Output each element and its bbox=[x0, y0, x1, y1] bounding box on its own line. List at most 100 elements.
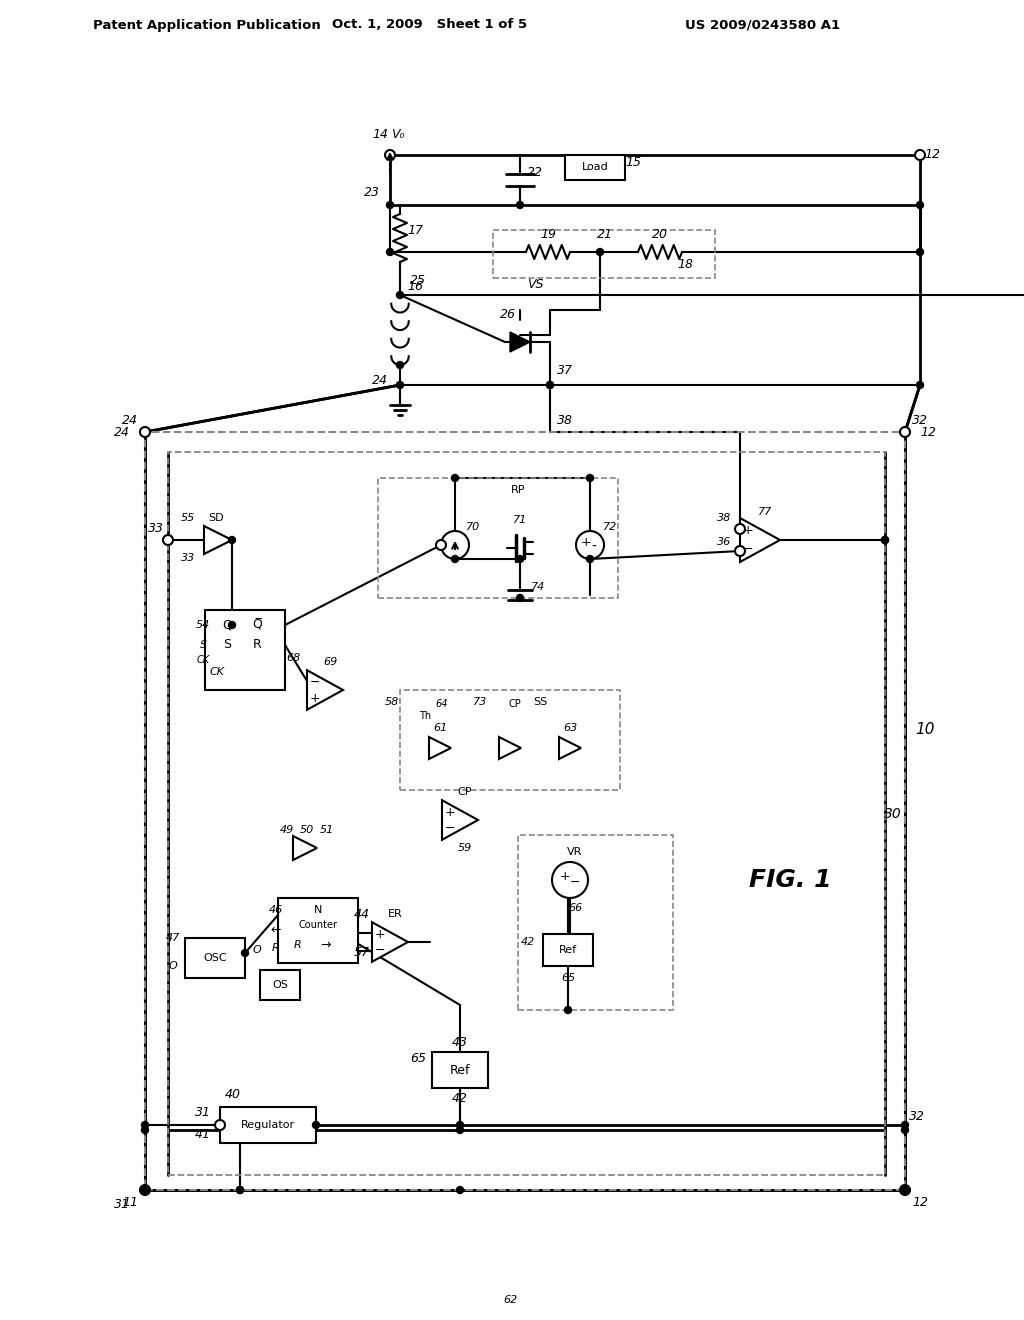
Text: 38: 38 bbox=[557, 413, 573, 426]
Circle shape bbox=[436, 540, 446, 550]
Circle shape bbox=[587, 474, 594, 482]
Polygon shape bbox=[559, 737, 581, 759]
Circle shape bbox=[457, 1126, 464, 1134]
Text: 71: 71 bbox=[513, 515, 527, 525]
Text: -: - bbox=[592, 540, 596, 554]
Circle shape bbox=[396, 381, 403, 388]
Circle shape bbox=[396, 362, 403, 368]
Text: 73: 73 bbox=[473, 697, 487, 708]
Text: OS: OS bbox=[272, 979, 288, 990]
Text: 58: 58 bbox=[385, 697, 399, 708]
Text: O: O bbox=[253, 945, 261, 954]
Text: 57: 57 bbox=[354, 945, 370, 958]
Text: Counter: Counter bbox=[299, 920, 338, 931]
Text: −: − bbox=[742, 543, 754, 556]
Circle shape bbox=[452, 556, 459, 562]
Circle shape bbox=[140, 1185, 150, 1195]
Circle shape bbox=[141, 1122, 148, 1129]
Text: Th: Th bbox=[419, 711, 431, 721]
Text: R: R bbox=[253, 639, 261, 652]
Text: 42: 42 bbox=[521, 937, 536, 946]
Text: Load: Load bbox=[582, 162, 608, 173]
Text: 51: 51 bbox=[319, 825, 334, 836]
Circle shape bbox=[140, 426, 150, 437]
Circle shape bbox=[547, 381, 554, 388]
Text: 11: 11 bbox=[122, 1196, 138, 1209]
Circle shape bbox=[237, 1187, 244, 1193]
Text: 41: 41 bbox=[195, 1129, 211, 1142]
Bar bbox=[260, 970, 300, 1001]
Bar bbox=[145, 432, 905, 1191]
Text: 14: 14 bbox=[372, 128, 388, 141]
Text: 40: 40 bbox=[225, 1089, 241, 1101]
Text: Patent Application Publication: Patent Application Publication bbox=[93, 18, 321, 32]
Text: 18: 18 bbox=[677, 257, 693, 271]
Text: Regulator: Regulator bbox=[241, 1119, 295, 1130]
Circle shape bbox=[882, 536, 889, 544]
Text: 31: 31 bbox=[195, 1106, 211, 1119]
Circle shape bbox=[215, 1119, 225, 1130]
Text: 24: 24 bbox=[114, 425, 130, 438]
Text: VS: VS bbox=[526, 279, 543, 292]
Polygon shape bbox=[499, 737, 521, 759]
Text: Oct. 1, 2009   Sheet 1 of 5: Oct. 1, 2009 Sheet 1 of 5 bbox=[333, 18, 527, 32]
Text: 33: 33 bbox=[181, 553, 196, 564]
Text: 49: 49 bbox=[280, 825, 294, 836]
Circle shape bbox=[597, 248, 603, 256]
Circle shape bbox=[457, 1187, 464, 1193]
Circle shape bbox=[916, 248, 924, 256]
Text: 19: 19 bbox=[540, 227, 556, 240]
Circle shape bbox=[385, 150, 395, 160]
Text: R: R bbox=[294, 940, 302, 950]
Polygon shape bbox=[293, 836, 317, 861]
Circle shape bbox=[915, 150, 925, 160]
Text: 15: 15 bbox=[625, 156, 641, 169]
Bar bbox=[168, 451, 885, 1175]
Text: 46: 46 bbox=[269, 906, 283, 915]
Text: 65: 65 bbox=[561, 973, 575, 983]
Text: 22: 22 bbox=[527, 165, 543, 178]
Text: 54: 54 bbox=[196, 620, 210, 630]
Text: 59: 59 bbox=[458, 843, 472, 853]
Text: 50: 50 bbox=[300, 825, 314, 836]
Circle shape bbox=[916, 381, 924, 388]
Text: +: + bbox=[375, 928, 385, 940]
Text: 24: 24 bbox=[122, 413, 138, 426]
Circle shape bbox=[228, 622, 236, 628]
Bar bbox=[220, 1107, 316, 1143]
Text: 32: 32 bbox=[909, 1110, 925, 1123]
Bar bbox=[543, 935, 593, 966]
Bar bbox=[432, 1052, 488, 1088]
Text: +: + bbox=[581, 536, 591, 549]
Text: −: − bbox=[309, 676, 321, 689]
Text: CK: CK bbox=[197, 655, 210, 665]
Text: 66: 66 bbox=[568, 903, 582, 913]
Circle shape bbox=[901, 1187, 908, 1193]
Circle shape bbox=[163, 535, 173, 545]
Text: CK: CK bbox=[210, 667, 224, 677]
Text: Q: Q bbox=[222, 619, 232, 631]
Text: 32: 32 bbox=[912, 413, 928, 426]
Circle shape bbox=[547, 381, 554, 388]
Circle shape bbox=[228, 536, 236, 544]
Bar bbox=[493, 230, 715, 279]
Circle shape bbox=[916, 202, 924, 209]
Polygon shape bbox=[510, 333, 530, 352]
Text: 37: 37 bbox=[557, 363, 573, 376]
Text: RP: RP bbox=[511, 484, 525, 495]
Text: 12: 12 bbox=[920, 425, 936, 438]
Text: SS: SS bbox=[532, 697, 547, 708]
Bar bbox=[205, 610, 285, 690]
Circle shape bbox=[396, 292, 403, 298]
Text: 62: 62 bbox=[503, 1295, 517, 1305]
Polygon shape bbox=[204, 525, 232, 554]
Text: 36: 36 bbox=[717, 537, 731, 546]
Circle shape bbox=[386, 202, 393, 209]
Text: 44: 44 bbox=[354, 908, 370, 920]
Text: 16: 16 bbox=[407, 281, 423, 293]
Text: Ref: Ref bbox=[559, 945, 578, 954]
Circle shape bbox=[516, 594, 523, 602]
Circle shape bbox=[386, 248, 393, 256]
Text: Ref: Ref bbox=[450, 1064, 470, 1077]
Text: 69: 69 bbox=[323, 657, 337, 667]
